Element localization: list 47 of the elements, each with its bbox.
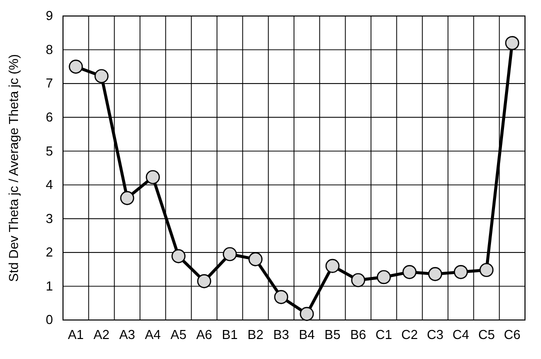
x-tick-label: B4 (298, 327, 315, 342)
point (428, 267, 442, 282)
point (325, 258, 340, 273)
point (222, 247, 237, 262)
x-tick-label: A2 (94, 327, 110, 342)
point (120, 191, 134, 206)
point (351, 273, 366, 288)
x-tick-label: C3 (426, 327, 444, 342)
point (94, 69, 109, 84)
point (68, 60, 83, 74)
point (402, 265, 417, 280)
x-tick-label: A3 (119, 327, 136, 342)
point (274, 290, 288, 304)
x-tick-label: C1 (376, 327, 392, 342)
y-tick-label: 2 (46, 244, 53, 260)
point (376, 270, 391, 284)
y-tick-label: 1 (46, 278, 53, 294)
y-tick-label: 3 (46, 210, 53, 226)
x-tick-label: C4 (452, 327, 470, 342)
x-tick-label: C6 (504, 327, 520, 342)
x-tick-label: B5 (324, 327, 340, 342)
y-tick-label: 8 (46, 42, 53, 57)
x-tick-label: A1 (68, 327, 84, 342)
x-tick-label: B1 (222, 327, 238, 342)
x-tick-label: A6 (196, 327, 212, 342)
x-tick-label: B6 (350, 327, 366, 342)
x-tick-label: B3 (273, 327, 290, 342)
y-tick-label: 9 (46, 8, 53, 24)
y-axis-title: Std Dev Theta jc / Average Theta jc (%) (6, 54, 21, 282)
y-tick-label: 0 (46, 312, 53, 328)
point (248, 252, 263, 266)
point (300, 306, 314, 321)
x-tick-label: A4 (144, 327, 161, 342)
point (505, 36, 520, 50)
x-tick-label: B2 (248, 327, 264, 342)
x-tick-label: C2 (401, 327, 418, 342)
point (197, 274, 212, 288)
point (454, 265, 468, 280)
x-tick-label: C5 (478, 327, 495, 342)
y-tick-label: 5 (46, 143, 53, 158)
point (171, 249, 186, 264)
point (146, 170, 160, 184)
x-tick-label: A5 (170, 327, 186, 342)
point (479, 262, 494, 278)
y-tick-label: 7 (46, 76, 53, 91)
y-tick-label: 6 (46, 109, 53, 124)
y-tick-label: 4 (46, 177, 53, 192)
